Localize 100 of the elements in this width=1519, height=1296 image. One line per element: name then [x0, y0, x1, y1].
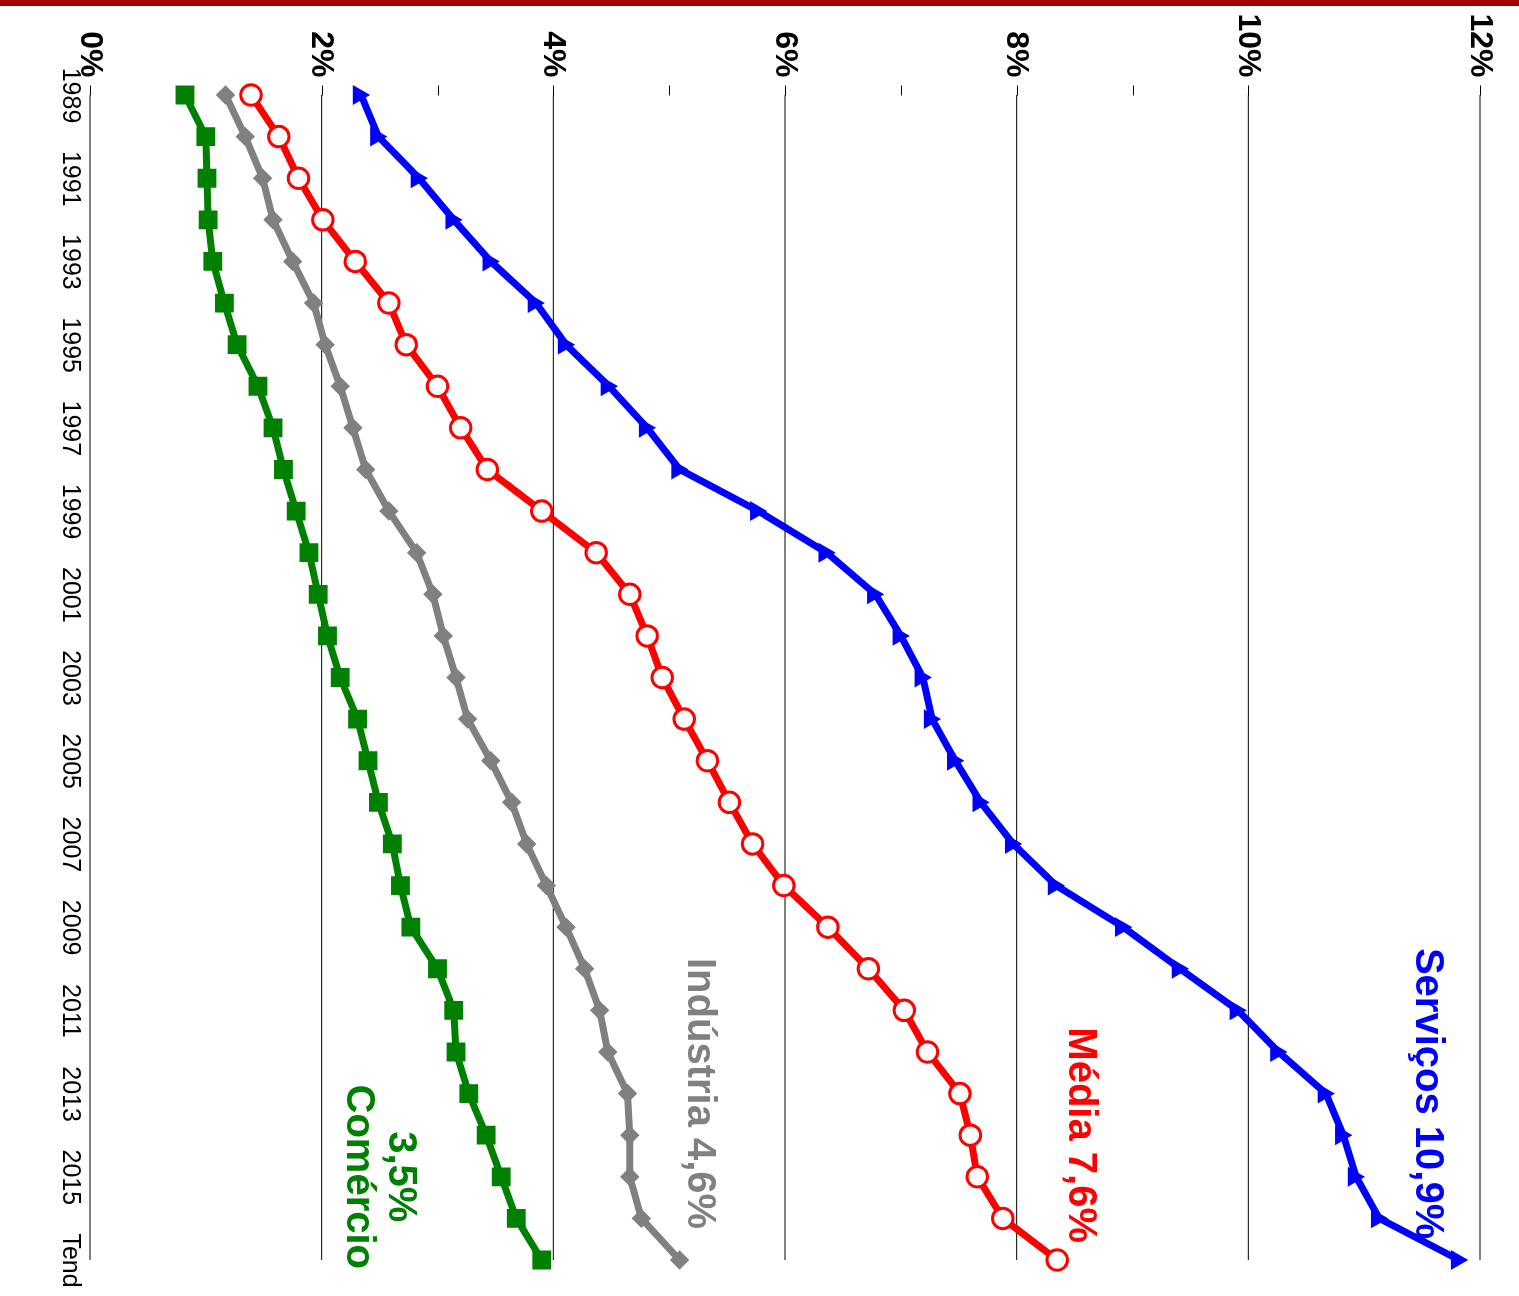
- point: [530, 499, 554, 523]
- point: [343, 418, 363, 438]
- point: [600, 376, 618, 396]
- point: [239, 83, 263, 107]
- y-tick-label: 1995: [57, 317, 86, 373]
- point: [618, 582, 642, 607]
- point: [343, 249, 368, 274]
- y-tick-label: 1997: [57, 400, 86, 457]
- point: [433, 626, 453, 646]
- point: [635, 624, 659, 648]
- point: [816, 915, 840, 939]
- point: [1045, 1248, 1069, 1272]
- point: [972, 792, 990, 812]
- point: [308, 584, 328, 604]
- y-tick-label: 2005: [57, 733, 86, 790]
- point: [1335, 1125, 1352, 1145]
- point: [948, 1081, 972, 1106]
- point: [856, 957, 881, 981]
- point: [248, 376, 268, 396]
- point: [502, 792, 522, 812]
- point: [458, 709, 478, 729]
- point: [370, 127, 387, 147]
- point: [481, 751, 501, 771]
- point: [423, 584, 443, 604]
- x-tick-label: 2%: [305, 31, 342, 78]
- x-tick-label: 4%: [536, 31, 573, 78]
- point: [274, 460, 293, 479]
- point: [491, 1167, 511, 1187]
- point: [598, 1042, 618, 1062]
- y-tick-label: 1999: [57, 483, 86, 540]
- point: [527, 293, 545, 313]
- point: [267, 124, 291, 149]
- point: [401, 917, 421, 937]
- point: [175, 85, 195, 105]
- point: [348, 709, 367, 729]
- point: [356, 460, 376, 479]
- point: [263, 210, 283, 230]
- x-tick-label: 8%: [1000, 31, 1037, 78]
- point: [394, 332, 418, 357]
- point: [1047, 876, 1065, 895]
- point: [382, 834, 402, 854]
- point: [214, 293, 234, 313]
- point: [1450, 1250, 1468, 1270]
- point: [283, 252, 303, 271]
- point: [311, 208, 335, 232]
- point: [650, 665, 674, 690]
- point: [717, 790, 742, 815]
- point: [556, 917, 576, 937]
- point: [196, 127, 216, 147]
- point: [506, 1208, 526, 1228]
- point: [263, 418, 283, 438]
- point: [670, 1250, 689, 1270]
- point: [446, 668, 466, 687]
- point: [1317, 1084, 1335, 1103]
- point: [590, 1000, 610, 1020]
- text: 3,5% Comércio: [338, 1084, 425, 1270]
- point: [914, 668, 932, 687]
- point: [557, 335, 575, 355]
- point: [575, 959, 595, 979]
- point: [446, 1042, 466, 1062]
- point: [750, 501, 767, 521]
- y-tick-label: 2009: [57, 899, 86, 956]
- y-tick-label: 2013: [57, 1066, 86, 1122]
- point: [695, 748, 720, 773]
- point: [536, 876, 556, 895]
- y-tick-label: 2015: [57, 1149, 86, 1206]
- point: [947, 751, 964, 771]
- point: [818, 543, 835, 563]
- point: [286, 166, 311, 190]
- point: [965, 1165, 990, 1189]
- point: [584, 540, 608, 565]
- x-tick-label: 12%: [1463, 13, 1500, 78]
- y-tick-label: 1991: [57, 150, 86, 207]
- point: [476, 1125, 496, 1145]
- point: [618, 1084, 637, 1103]
- y-tick-label: Tend: [57, 1233, 86, 1288]
- point: [369, 792, 388, 812]
- text: Média 7,6%: [1061, 1027, 1105, 1244]
- point: [235, 127, 255, 147]
- point: [407, 543, 427, 563]
- point: [867, 584, 884, 604]
- point: [532, 1250, 552, 1270]
- point: [444, 1000, 464, 1020]
- point: [379, 501, 399, 521]
- y-tick-label: 1993: [57, 234, 86, 290]
- point: [958, 1123, 983, 1147]
- x-tick-label: 6%: [768, 31, 805, 78]
- point: [772, 873, 796, 898]
- point: [198, 210, 218, 230]
- point: [304, 293, 323, 313]
- point: [1270, 1042, 1287, 1062]
- point: [915, 1040, 940, 1064]
- point: [459, 1084, 479, 1103]
- point: [425, 374, 450, 398]
- point: [1229, 1000, 1247, 1020]
- point: [286, 501, 306, 521]
- point: [330, 668, 350, 687]
- point: [253, 168, 272, 188]
- point: [740, 832, 765, 856]
- point: [377, 291, 401, 315]
